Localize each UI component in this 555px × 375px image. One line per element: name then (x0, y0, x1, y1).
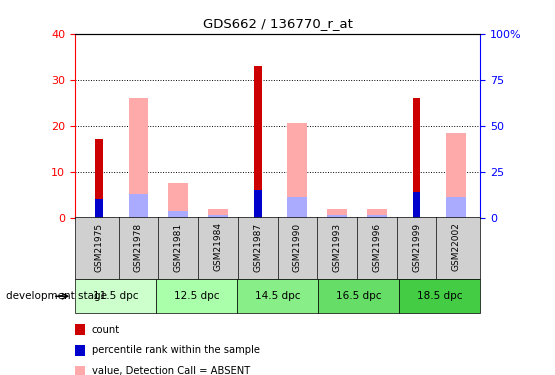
Text: GSM21999: GSM21999 (412, 222, 421, 272)
Text: value, Detection Call = ABSENT: value, Detection Call = ABSENT (92, 366, 250, 375)
Bar (327, 215, 347, 217)
Bar (399, 279, 480, 313)
Text: development stage: development stage (6, 291, 107, 301)
Bar (412, 98, 421, 218)
Bar (327, 209, 347, 218)
Bar (168, 210, 188, 218)
Bar (156, 279, 237, 313)
Bar (75, 217, 480, 279)
Bar (95, 199, 103, 217)
Bar (367, 209, 387, 218)
Bar (129, 98, 148, 218)
Text: GSM21981: GSM21981 (174, 222, 183, 272)
Bar (95, 140, 103, 218)
Bar (208, 209, 228, 218)
Text: 16.5 dpc: 16.5 dpc (336, 291, 381, 301)
Bar (367, 215, 387, 217)
Bar (168, 183, 188, 218)
Text: GSM21978: GSM21978 (134, 222, 143, 272)
Text: 12.5 dpc: 12.5 dpc (174, 291, 219, 301)
Text: GSM21996: GSM21996 (372, 222, 381, 272)
Text: GDS662 / 136770_r_at: GDS662 / 136770_r_at (203, 17, 352, 30)
Text: GSM21990: GSM21990 (293, 222, 302, 272)
Text: 11.5 dpc: 11.5 dpc (93, 291, 138, 301)
Text: 18.5 dpc: 18.5 dpc (417, 291, 462, 301)
Bar (446, 132, 466, 218)
Text: GSM21984: GSM21984 (214, 222, 223, 272)
Text: count: count (92, 325, 120, 334)
Bar (129, 194, 148, 217)
Bar (446, 197, 466, 217)
Text: percentile rank within the sample: percentile rank within the sample (92, 345, 260, 355)
Bar (318, 279, 399, 313)
Text: 14.5 dpc: 14.5 dpc (255, 291, 300, 301)
Bar (287, 197, 307, 217)
Bar (75, 279, 156, 313)
Bar (237, 279, 318, 313)
Bar (412, 192, 421, 217)
Bar (208, 215, 228, 217)
Text: GSM21993: GSM21993 (332, 222, 341, 272)
Bar (287, 123, 307, 218)
Text: GSM22002: GSM22002 (452, 222, 461, 272)
Text: GSM21975: GSM21975 (94, 222, 103, 272)
Bar (254, 190, 261, 217)
Text: GSM21987: GSM21987 (253, 222, 262, 272)
Bar (254, 66, 261, 218)
